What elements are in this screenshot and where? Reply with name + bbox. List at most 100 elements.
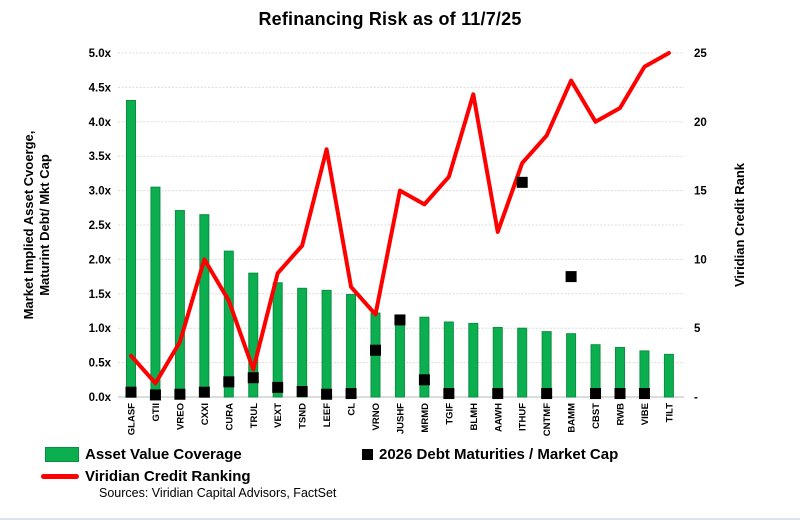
left-axis-tick: 1.0x xyxy=(89,323,112,335)
axis-ticks: 5.0x 4.5x 4.0x 3.5x 3.0x 2.5x 2.0x 1.5x 1.0x 0.5x… xyxy=(89,48,708,436)
left-axis-tick: 3.0x xyxy=(89,186,112,198)
left-axis-title-line1: Market Implied Asset Cvoerge, xyxy=(21,131,36,320)
left-axis-title-line2: Maturint Debt/ Mkt Cap xyxy=(37,154,52,296)
x-axis-label-aawh: AAWH xyxy=(493,403,504,432)
left-axis-tick: 0.0x xyxy=(89,392,112,404)
legend-item-asset-value-coverage: Asset Value Coverage xyxy=(45,446,242,463)
debt-marker-mrmd xyxy=(418,374,430,386)
x-axis-label-cbst: CBST xyxy=(591,403,602,429)
x-axis-label-jushf: JUSHF xyxy=(395,403,406,434)
x-axis-label-cxxi: CXXI xyxy=(200,403,211,425)
right-axis-tick: 25 xyxy=(694,48,707,60)
left-axis-tick: 4.0x xyxy=(89,117,112,129)
debt-marker-aawh xyxy=(492,388,504,400)
x-axis-label-rwb: RWB xyxy=(616,403,627,426)
line-series xyxy=(129,51,671,386)
debt-marker-vrno xyxy=(370,344,381,356)
bar-cl xyxy=(346,293,357,398)
right-axis-tick: 20 xyxy=(694,117,707,129)
debt-marker-tgif xyxy=(443,388,455,400)
bar-gtii xyxy=(150,186,161,398)
bar-cntmf xyxy=(541,331,552,398)
debt-marker-glasf xyxy=(125,386,137,398)
bar-glasf xyxy=(126,99,136,398)
debt-marker-tsnd xyxy=(296,385,308,397)
line-swatch-icon xyxy=(41,474,79,479)
bar-tgif xyxy=(443,321,454,398)
source-note: Sources: Viridian Capital Advisors, Fact… xyxy=(99,486,337,500)
right-axis-tick: - xyxy=(694,392,698,404)
debt-marker-vext xyxy=(272,381,284,393)
debt-marker-cl xyxy=(345,388,357,400)
legend-item-debt-maturities: 2026 Debt Maturities / Market Cap xyxy=(362,446,618,463)
legend-label-credit-ranking: Viridian Credit Ranking xyxy=(85,468,251,485)
left-axis-tick: 0.5x xyxy=(89,358,112,370)
gridlines xyxy=(118,52,684,398)
debt-marker-cxxi xyxy=(198,386,210,398)
bar-blmh xyxy=(468,322,479,398)
legend-item-credit-ranking: Viridian Credit Ranking xyxy=(41,468,251,485)
debt-marker-cura xyxy=(223,376,235,388)
left-axis-tick: 5.0x xyxy=(89,48,112,60)
right-axis-tick: 10 xyxy=(694,254,707,266)
debt-marker-gtii xyxy=(149,389,161,401)
right-axis-tick: 15 xyxy=(694,186,707,198)
bar-cxxi xyxy=(199,214,210,398)
x-axis-label-vext: VEXT xyxy=(273,403,284,428)
chart-title: Refinancing Risk as of 11/7/25 xyxy=(258,9,522,29)
x-axis-label-mrmd: MRMD xyxy=(420,403,431,433)
bar-bamm xyxy=(566,333,577,398)
bar-series xyxy=(126,99,674,398)
bar-leef xyxy=(321,289,332,398)
x-axis-label-gtii: GTII xyxy=(151,403,162,421)
square-marker-icon xyxy=(362,449,373,460)
scatter-series xyxy=(125,176,650,401)
x-axis-label-cntmf: CNTMF xyxy=(542,403,553,436)
x-axis-label-vrno: VRNO xyxy=(371,403,382,430)
legend-label-asset-value-coverage: Asset Value Coverage xyxy=(85,446,242,463)
debt-marker-cntmf xyxy=(541,388,553,400)
x-axis-label-glasf: GLASF xyxy=(127,403,138,435)
bar-aawh xyxy=(492,327,503,398)
debt-marker-ithuf xyxy=(516,176,528,188)
debt-marker-trul xyxy=(247,372,259,384)
x-axis-label-tgif: TGIF xyxy=(444,403,455,425)
x-axis-label-cl: CL xyxy=(347,403,358,416)
bar-tilt xyxy=(663,353,674,398)
x-axis-label-leef: LEEF xyxy=(322,403,333,427)
debt-marker-rwb xyxy=(614,388,626,400)
left-axis-tick: 3.5x xyxy=(89,151,112,163)
bar-vreo xyxy=(174,210,185,398)
x-axis-label-tsnd: TSND xyxy=(298,403,309,429)
bar-tsnd xyxy=(297,287,308,398)
x-axis-label-vibe: VIBE xyxy=(640,403,651,425)
x-axis-label-vreo: VREO xyxy=(175,403,186,430)
bar-cura xyxy=(223,250,234,398)
legend-label-debt-maturities: 2026 Debt Maturities / Market Cap xyxy=(379,446,619,463)
debt-marker-vibe xyxy=(638,388,650,400)
bar-vext xyxy=(272,282,283,398)
x-axis-label-tilt: TILT xyxy=(664,403,675,423)
bar-mrmd xyxy=(419,316,430,398)
left-axis-tick: 1.5x xyxy=(89,289,112,301)
x-axis-label-ithuf: ITHUF xyxy=(518,403,529,431)
debt-marker-jushf xyxy=(394,314,406,326)
left-axis-tick: 2.0x xyxy=(89,254,112,266)
bar-ithuf xyxy=(517,327,528,398)
debt-marker-cbst xyxy=(590,388,602,400)
debt-marker-leef xyxy=(321,388,333,400)
left-axis-tick: 2.5x xyxy=(89,220,112,232)
x-axis-label-trul: TRUL xyxy=(249,403,260,429)
right-axis-tick: 5 xyxy=(694,323,701,335)
bar-swatch-icon xyxy=(45,447,79,462)
x-axis-label-cura: CURA xyxy=(224,403,235,431)
credit-ranking-line xyxy=(129,51,671,386)
debt-marker-bamm xyxy=(565,271,577,283)
bar-jushf xyxy=(394,318,405,398)
x-axis-label-bamm: BAMM xyxy=(567,403,578,433)
left-axis-tick: 4.5x xyxy=(89,82,112,94)
debt-marker-vreo xyxy=(174,388,186,400)
bar-trul xyxy=(248,272,259,398)
